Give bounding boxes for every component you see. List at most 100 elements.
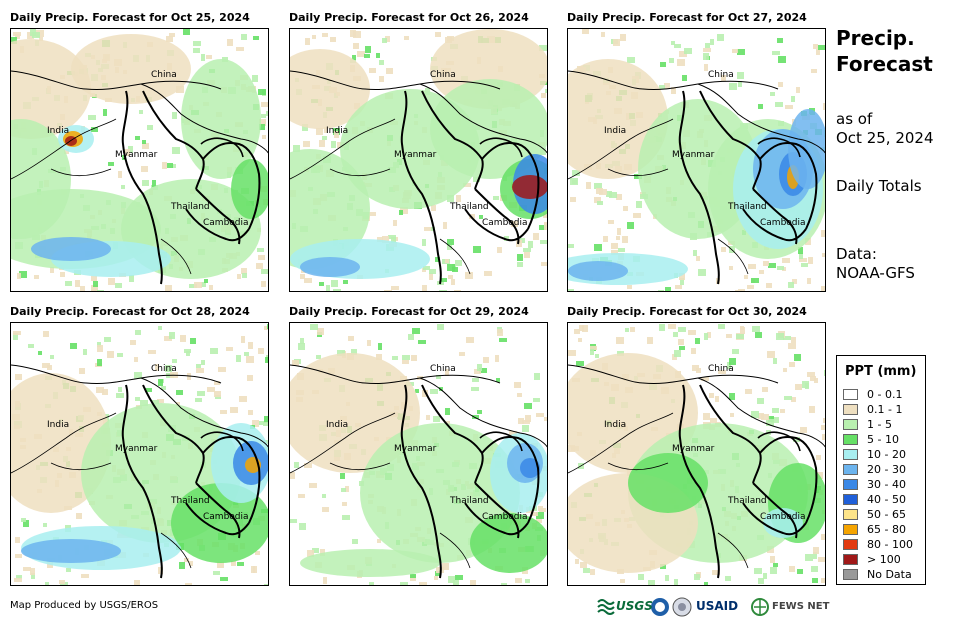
label-china: China: [430, 364, 456, 374]
label-thailand: Thailand: [449, 202, 489, 212]
legend-swatch: [843, 389, 858, 400]
label-myanmar: Myanmar: [115, 444, 158, 454]
label-china: China: [151, 364, 177, 374]
usgs-logo: [597, 599, 615, 615]
legend-label: 65 - 80: [867, 523, 906, 536]
label-china: China: [708, 70, 734, 80]
forecast-map-oct26: China India Myanmar Thailand Cambodia: [289, 28, 548, 292]
legend-swatch: [843, 434, 858, 445]
legend-swatch: [843, 569, 858, 580]
country-borders: [11, 364, 268, 579]
country-borders: [11, 70, 268, 285]
label-cambodia: Cambodia: [760, 512, 806, 522]
label-china: China: [430, 70, 456, 80]
label-india: India: [47, 420, 69, 430]
seal-logo: [672, 597, 692, 617]
legend-label: 0 - 0.1: [867, 388, 903, 401]
label-myanmar: Myanmar: [672, 150, 715, 160]
legend-swatch: [843, 509, 858, 520]
precip-areas: [290, 353, 547, 577]
legend-label: 50 - 65: [867, 508, 906, 521]
data-line-2: NOAA-GFS: [836, 264, 915, 282]
label-myanmar: Myanmar: [394, 150, 437, 160]
label-thailand: Thailand: [727, 202, 767, 212]
label-myanmar: Myanmar: [394, 444, 437, 454]
legend-label: No Data: [867, 568, 912, 581]
legend-swatch: [843, 554, 858, 565]
legend-label: > 100: [867, 553, 901, 566]
precip-areas: [290, 29, 547, 279]
legend-label: 80 - 100: [867, 538, 913, 551]
logo-graphics: [597, 597, 769, 617]
legend-swatch: [843, 449, 858, 460]
legend-swatch: [843, 464, 858, 475]
forecast-map-oct30: China India Myanmar Thailand Cambodia: [567, 322, 826, 586]
forecast-map-oct28: China India Myanmar Thailand Cambodia: [10, 322, 269, 586]
data-source: Data: NOAA-GFS: [836, 245, 915, 283]
panel-title-2: Daily Precip. Forecast for Oct 26, 2024: [289, 11, 529, 24]
label-thailand: Thailand: [170, 202, 210, 212]
forecast-map-oct27: China India Myanmar Thailand Cambodia: [567, 28, 826, 292]
fews-globe-logo: [751, 598, 769, 616]
precip-areas: [11, 373, 268, 570]
label-india: India: [604, 420, 626, 430]
legend-swatch: [843, 494, 858, 505]
map-canvas: China India Myanmar Thailand Cambodia: [290, 324, 547, 585]
as-of-line-1: as of: [836, 110, 873, 128]
label-thailand: Thailand: [449, 496, 489, 506]
precip-areas: [568, 353, 825, 573]
legend-label: 20 - 30: [867, 463, 906, 476]
data-line-1: Data:: [836, 245, 877, 263]
map-canvas: China India Myanmar Thailand Cambodia: [568, 324, 825, 585]
label-india: India: [47, 126, 69, 136]
usaid-logo-text: USAID: [696, 599, 739, 613]
legend-swatch: [843, 539, 858, 550]
fews-logo-text: FEWS NET: [772, 601, 830, 612]
label-cambodia: Cambodia: [203, 218, 249, 228]
as-of-date: as of Oct 25, 2024: [836, 110, 934, 148]
title-line-2: Forecast: [836, 52, 933, 76]
legend-swatch: [843, 479, 858, 490]
legend-swatch: [843, 419, 858, 430]
label-cambodia: Cambodia: [760, 218, 806, 228]
as-of-line-2: Oct 25, 2024: [836, 129, 934, 147]
logo-bar: USGS USAID FEWS NET: [596, 596, 836, 618]
label-cambodia: Cambodia: [482, 218, 528, 228]
label-india: India: [326, 126, 348, 136]
precip-legend: PPT (mm) 0 - 0.1 0.1 - 1 1 - 5 5 - 10 10 - 2…: [836, 355, 926, 585]
label-china: China: [151, 70, 177, 80]
label-cambodia: Cambodia: [482, 512, 528, 522]
legend-label: 30 - 40: [867, 478, 906, 491]
panel-title-6: Daily Precip. Forecast for Oct 30, 2024: [567, 305, 807, 318]
map-credit: Map Produced by USGS/EROS: [10, 600, 159, 611]
label-thailand: Thailand: [170, 496, 210, 506]
label-cambodia: Cambodia: [203, 512, 249, 522]
panel-title-5: Daily Precip. Forecast for Oct 29, 2024: [289, 305, 529, 318]
legend-title: PPT (mm): [845, 364, 917, 379]
country-borders: [290, 364, 547, 579]
legend-label: 1 - 5: [867, 418, 892, 431]
legend-label: 40 - 50: [867, 493, 906, 506]
legend-label: 10 - 20: [867, 448, 906, 461]
panel-title-3: Daily Precip. Forecast for Oct 27, 2024: [567, 11, 807, 24]
label-china: China: [708, 364, 734, 374]
totals-label: Daily Totals: [836, 177, 922, 195]
legend-label: 0.1 - 1: [867, 403, 903, 416]
title-line-1: Precip.: [836, 26, 915, 50]
map-canvas: China India Myanmar Thailand Cambodia: [290, 29, 547, 291]
label-india: India: [604, 126, 626, 136]
page-title: Precip. Forecast: [836, 25, 933, 77]
forecast-map-oct29: China India Myanmar Thailand Cambodia: [289, 322, 548, 586]
label-myanmar: Myanmar: [115, 150, 158, 160]
country-borders: [568, 364, 825, 579]
legend-swatch: [843, 524, 858, 535]
map-canvas: China India Myanmar Thailand Cambodia: [11, 29, 268, 291]
noaa-logo: [651, 598, 669, 616]
label-myanmar: Myanmar: [672, 444, 715, 454]
map-canvas: China India Myanmar Thailand Cambodia: [568, 29, 825, 291]
precip-areas: [11, 34, 268, 279]
usgs-logo-text: USGS: [616, 599, 653, 613]
country-borders: [290, 70, 547, 285]
country-borders: [568, 70, 825, 285]
forecast-map-oct25: China India Myanmar Thailand Cambodia: [10, 28, 269, 292]
